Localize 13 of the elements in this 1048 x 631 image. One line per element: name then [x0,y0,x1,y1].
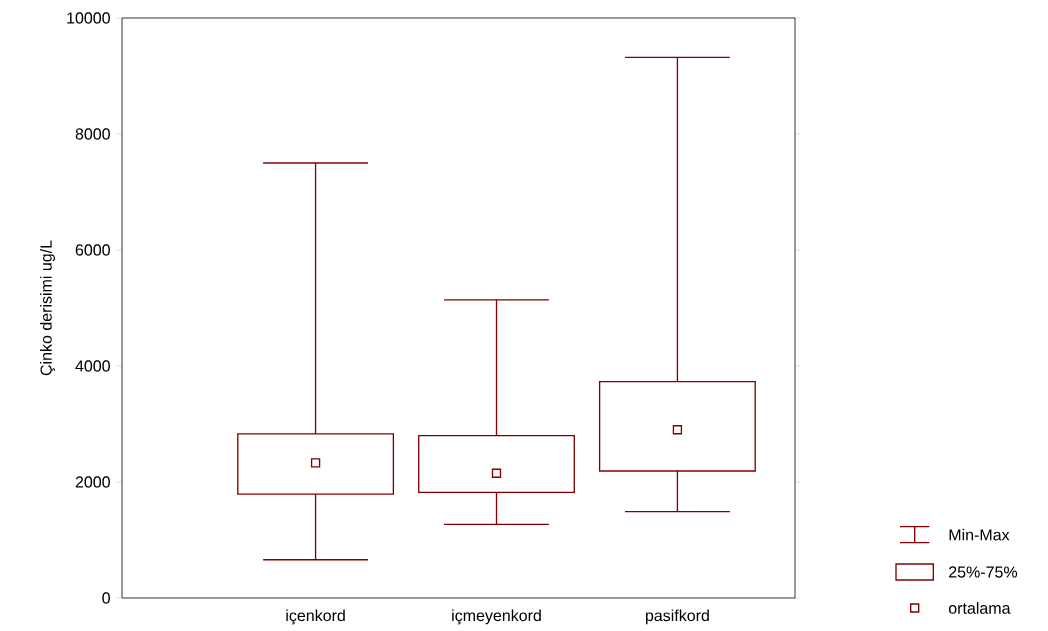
y-tick-label: 6000 [75,244,110,256]
text: ortalama [948,602,1011,615]
y-tick-label: 0 [102,592,110,604]
x-tick-label: pasifkord [645,609,709,625]
x-tick-label: içmeyenkord [452,609,541,625]
y-tick-label: 10000 [67,12,110,24]
text: 25%-75% [949,566,1018,578]
x-tick-label: içenkord [286,609,345,625]
text: Min-Max [949,528,1010,541]
y-tick-label: 2000 [75,476,110,488]
y-tick-label: 8000 [75,128,110,140]
y-axis-title: Çinko derisimi ug/L [40,240,56,376]
y-tick-label: 4000 [75,360,110,372]
